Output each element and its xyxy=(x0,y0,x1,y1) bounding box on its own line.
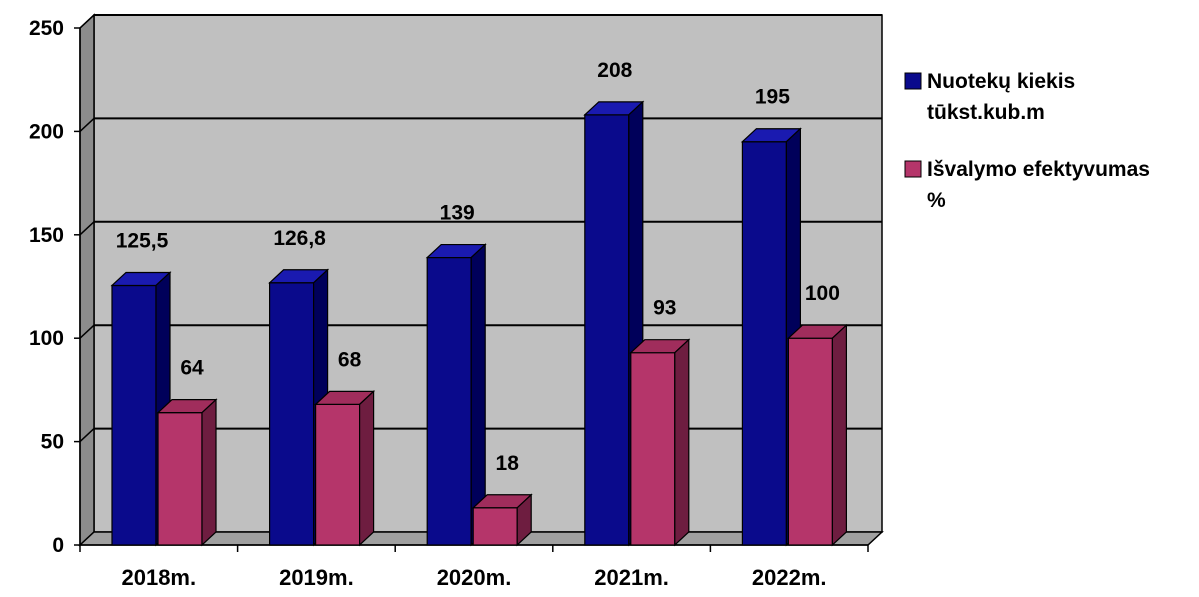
y-tick-label: 50 xyxy=(41,431,64,454)
data-label: 125,5 xyxy=(116,229,169,252)
y-tick-label: 100 xyxy=(29,327,64,350)
data-label: 64 xyxy=(180,357,204,380)
gridline-side xyxy=(79,324,95,339)
data-label: 100 xyxy=(805,282,840,305)
bar-front xyxy=(111,284,157,546)
x-axis: 2018m. 2019m. 2020m. 2021m. 2022m. xyxy=(79,544,869,590)
x-tick-label: 2019m. xyxy=(279,565,354,590)
bar-front xyxy=(630,352,676,546)
data-label: 208 xyxy=(597,59,632,82)
y-tick-label: 0 xyxy=(52,534,64,557)
bars xyxy=(110,100,848,547)
bar-front xyxy=(315,403,361,546)
y-tick-label: 150 xyxy=(29,224,64,247)
bar-side xyxy=(831,323,848,547)
bar-side xyxy=(359,390,375,547)
bar xyxy=(786,323,848,547)
y-tick-label: 250 xyxy=(29,17,64,40)
bar-front xyxy=(157,412,203,546)
bar xyxy=(471,493,533,547)
data-label: 139 xyxy=(440,202,475,225)
data-label: 68 xyxy=(338,348,362,371)
data-label: 195 xyxy=(755,86,790,109)
data-label: 126,8 xyxy=(273,227,326,250)
legend-swatch xyxy=(904,160,922,178)
data-label: 93 xyxy=(653,297,676,320)
x-tick-label: 2020m. xyxy=(437,565,512,590)
bar-front xyxy=(787,337,834,546)
legend-label: % xyxy=(927,189,946,212)
bar-front xyxy=(426,256,472,546)
bar xyxy=(425,243,487,547)
data-label: 18 xyxy=(496,452,520,475)
bar-side xyxy=(516,493,532,547)
bar xyxy=(314,390,376,547)
legend-label: Išvalymo efektyvumas xyxy=(927,158,1150,181)
bar-front xyxy=(269,282,315,546)
legend-label: Nuotekų kiekis xyxy=(927,70,1075,93)
bar xyxy=(629,338,691,547)
bar-side xyxy=(674,338,690,547)
y-axis: 0 50 100 150 200 250 xyxy=(29,17,81,557)
y-tick-label: 200 xyxy=(29,120,64,143)
bar-front xyxy=(472,507,518,546)
gridline-side xyxy=(79,117,95,132)
gridline-side xyxy=(79,14,95,29)
gridline-side xyxy=(79,428,95,443)
x-tick-label: 2022m. xyxy=(752,565,827,590)
legend-swatch xyxy=(904,72,922,90)
x-tick-label: 2021m. xyxy=(594,565,669,590)
x-tick-label: 2018m. xyxy=(121,565,196,590)
bar-front xyxy=(584,114,630,546)
bar-side xyxy=(201,398,217,547)
gridline-side xyxy=(79,221,95,236)
data-labels: 125,5 64 126,8 68 139 18 208 93 195 100 xyxy=(116,59,840,475)
legend-label: tūkst.kub.m xyxy=(927,101,1045,124)
bar-front xyxy=(741,141,788,546)
bar xyxy=(156,398,218,547)
legend: Nuotekų kiekis tūkst.kub.m Išvalymo efekty… xyxy=(904,70,1150,212)
side-wall xyxy=(79,13,95,547)
